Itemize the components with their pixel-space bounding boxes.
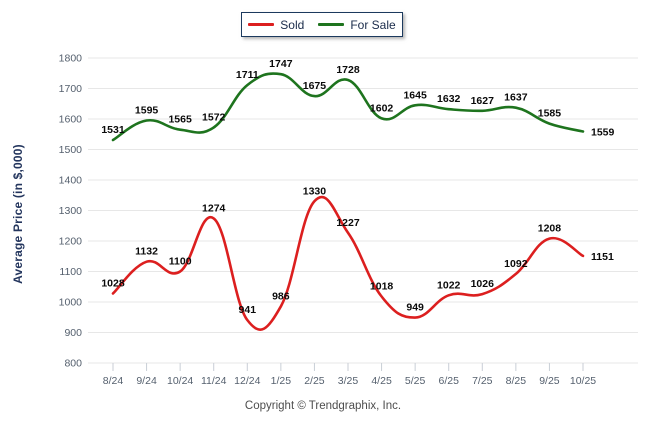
data-label-for-sale: 1585	[538, 108, 562, 120]
legend-label-sold: Sold	[280, 17, 305, 32]
sold-line-swatch-icon	[248, 23, 275, 26]
y-tick-label: 1800	[59, 53, 83, 65]
data-label-for-sale: 1632	[437, 93, 461, 105]
data-label-for-sale: 1531	[101, 124, 125, 136]
data-label-for-sale: 1728	[336, 64, 360, 76]
y-tick-label: 800	[64, 358, 82, 370]
x-tick-label: 9/24	[136, 375, 157, 387]
data-label-sold: 1022	[437, 279, 461, 291]
series-line-for-sale	[111, 72, 585, 142]
legend-item-forsale: For Sale	[318, 17, 396, 32]
data-label-sold: 1330	[303, 185, 327, 197]
y-tick-label: 1600	[59, 114, 83, 126]
data-label-for-sale: 1747	[269, 58, 293, 70]
data-label-sold: 941	[239, 304, 257, 316]
x-tick-label: 9/25	[539, 375, 560, 387]
data-label-sold: 1151	[591, 251, 614, 263]
x-tick-label: 4/25	[371, 375, 392, 387]
chart-legend: Sold For Sale	[241, 12, 403, 37]
data-label-for-sale: 1711	[236, 69, 259, 81]
data-label-sold: 986	[272, 290, 290, 302]
data-label-for-sale: 1559	[591, 127, 615, 139]
x-tick-label: 11/24	[201, 375, 227, 387]
copyright-text: Copyright © Trendgraphix, Inc.	[244, 400, 402, 412]
forsale-line-swatch-icon	[318, 23, 345, 26]
x-tick-label: 10/25	[570, 375, 596, 387]
x-tick-label: 6/25	[438, 375, 459, 387]
y-tick-label: 900	[64, 327, 82, 339]
x-tick-label: 2/25	[304, 375, 325, 387]
data-label-sold: 949	[406, 302, 424, 314]
y-tick-label: 1200	[59, 236, 83, 248]
data-label-sold: 1208	[538, 223, 562, 235]
x-tick-label: 3/25	[338, 375, 359, 387]
data-label-sold: 1028	[101, 277, 125, 289]
data-label-for-sale: 1645	[403, 89, 427, 101]
data-label-sold: 1274	[202, 202, 226, 214]
x-tick-label: 7/25	[472, 375, 493, 387]
x-tick-label: 1/25	[271, 375, 292, 387]
data-label-sold: 1227	[336, 217, 360, 229]
data-label-sold: 1092	[504, 258, 528, 270]
data-label-sold: 1026	[471, 278, 495, 290]
data-label-for-sale: 1595	[135, 105, 159, 117]
data-label-sold: 1132	[135, 246, 158, 258]
data-label-sold: 1100	[169, 256, 192, 268]
x-tick-label: 5/25	[405, 375, 426, 387]
x-tick-label: 8/24	[103, 375, 124, 387]
data-label-sold: 1018	[370, 281, 394, 293]
x-tick-label: 10/24	[167, 375, 193, 387]
y-tick-label: 1100	[59, 266, 82, 278]
y-tick-label: 1500	[59, 144, 83, 156]
data-label-for-sale: 1565	[168, 114, 192, 126]
y-tick-label: 1700	[59, 83, 83, 95]
x-tick-label: 12/24	[234, 375, 260, 387]
price-trend-line-chart: 800 900 1000 1100 1200 1300 1400 1500 1600 1700 18…	[59, 53, 638, 387]
data-label-for-sale: 1675	[303, 80, 327, 92]
legend-label-forsale: For Sale	[350, 17, 396, 32]
data-label-for-sale: 1627	[471, 95, 495, 107]
x-tick-label: 8/25	[506, 375, 527, 387]
y-tick-label: 1400	[59, 175, 83, 187]
data-label-for-sale: 1602	[370, 102, 394, 114]
legend-item-sold: Sold	[248, 18, 304, 32]
series-line-sold	[111, 195, 585, 331]
y-tick-label: 1000	[59, 297, 83, 309]
data-label-for-sale: 1572	[202, 112, 226, 124]
data-label-for-sale: 1637	[504, 92, 528, 104]
y-tick-label: 1300	[59, 205, 83, 217]
